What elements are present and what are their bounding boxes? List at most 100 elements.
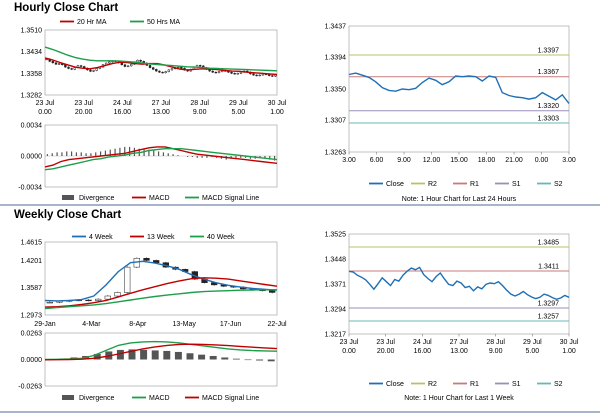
weekly-hourly-legend-s1-label: S1 — [512, 381, 521, 388]
weekly-divergence-bar — [209, 355, 217, 360]
weekly-40wk-line — [44, 289, 277, 310]
hourly-24h-x-tick: 6.00 — [370, 157, 384, 164]
weekly-hourly-x-tick: 23 Jul — [340, 339, 359, 346]
weekly-macd-y-tick: 0.0000 — [21, 357, 43, 364]
hourly-legend-20hr-label: 20 Hr MA — [77, 19, 107, 26]
hourly-price-candle — [51, 61, 55, 64]
hourly-price-candle — [258, 74, 261, 77]
hourly-price-x-tick: 16.00 — [114, 109, 132, 116]
hourly-price-x-tick: 30 Jul — [268, 100, 287, 107]
hourly-24h-level-label-r1: 1.3367 — [538, 69, 560, 76]
hourly-price-candle — [148, 65, 152, 68]
weekly-legend-divergence-label: Divergence — [79, 395, 115, 402]
hourly-price-candle — [64, 64, 67, 68]
weekly-divergence-bar — [151, 350, 159, 360]
weekly-divergence-bar — [232, 358, 240, 360]
hourly-macd-signal-line — [44, 147, 278, 171]
hourly-price-y-tick: 1.3358 — [21, 71, 43, 78]
hourly-price-candle — [255, 74, 258, 77]
weekly-hourly-level-label-s1: 1.3297 — [538, 301, 560, 308]
weekly-price-y-tick: 1.4201 — [21, 258, 43, 265]
weekly-price-candle — [114, 292, 121, 297]
weekly-4wk-line — [44, 260, 278, 302]
weekly-macd-line — [44, 340, 278, 361]
section-divider — [0, 204, 600, 206]
weekly-hourly-y-tick: 1.3448 — [325, 257, 347, 264]
weekly-macd-y-tick: 0.0263 — [21, 331, 43, 338]
weekly-price-x-tick: 8-Apr — [129, 321, 147, 328]
hourly-price-candle — [217, 71, 221, 74]
weekly-hourly-x-tick: 20.00 — [377, 348, 395, 355]
hourly-price-frame — [44, 29, 278, 96]
weekly-hourly-x-tick: 29 Jul — [523, 339, 542, 346]
weekly-divergence-bar — [186, 353, 194, 360]
hourly-24h-legend-s2-label: S2 — [554, 181, 563, 188]
weekly-hourly-legend-r2-label: R2 — [428, 381, 437, 388]
hourly-price-candle — [57, 63, 61, 65]
hourly-price-candle — [214, 71, 218, 74]
weekly-hourly-frame — [348, 233, 570, 335]
hourly-24h-x-tick: 9.00 — [397, 157, 411, 164]
hourly-24h-legend-r2-label: R2 — [428, 181, 437, 188]
hourly-price-candle — [158, 70, 161, 73]
weekly-hourly-x-tick: 28 Jul — [486, 339, 505, 346]
weekly-divergence-bar — [140, 349, 148, 360]
weekly-price-candle — [104, 295, 111, 300]
hourly-macd-y-tick: 0.0034 — [21, 123, 43, 130]
weekly-legend-macd-label: MACD — [149, 395, 170, 402]
hourly-price-x-tick: 27 Jul — [152, 100, 171, 107]
weekly-price-candle — [124, 266, 131, 293]
hourly-macd-line — [44, 146, 278, 168]
hourly-price-candle — [211, 70, 214, 73]
weekly-hourly-y-tick: 1.3525 — [325, 232, 347, 239]
weekly-macd-signal-line — [44, 343, 278, 361]
weekly-divergence-bar — [244, 359, 252, 361]
weekly-hourly-y-tick: 1.3294 — [325, 307, 347, 314]
weekly-divergence-bar — [116, 349, 124, 360]
hourly-24h-x-tick: 12.00 — [423, 157, 441, 164]
hourly-legend-macd-signal-label: MACD Signal Line — [202, 195, 259, 202]
weekly-divergence-bar — [174, 351, 182, 360]
weekly-hourly-y-tick: 1.3217 — [325, 332, 347, 339]
weekly-price-y-tick: 1.2973 — [21, 313, 43, 320]
hourly-24h-x-tick: 3.00 — [342, 157, 356, 164]
hourly-24h-legend-close-label: Close — [386, 181, 404, 188]
hourly-price-candle — [151, 67, 155, 70]
weekly-hourly-x-tick: 23 Jul — [376, 339, 395, 346]
weekly-divergence-bar — [198, 354, 206, 360]
hourly-price-candle — [139, 59, 142, 62]
weekly-divergence-bar — [267, 359, 275, 362]
weekly-hourly-x-tick: 30 Jul — [560, 339, 579, 346]
hourly-24h-x-tick: 15.00 — [450, 157, 468, 164]
hourly-price-candle — [70, 68, 73, 70]
hourly-24h-x-tick: 21.00 — [505, 157, 523, 164]
weekly-hourly-x-tick: 0.00 — [342, 348, 356, 355]
hourly-price-x-tick: 9.00 — [193, 109, 207, 116]
weekly-hourly-note: Note: 1 Hour Chart for Last 1 Week — [404, 395, 514, 402]
hourly-price-candle — [126, 65, 130, 67]
hourly-price-candle — [267, 74, 271, 76]
weekly-divergence-bar — [163, 350, 171, 360]
hourly-price-candle — [167, 69, 171, 72]
hourly-price-candle — [79, 65, 83, 67]
hourly-price-x-tick: 5.00 — [232, 109, 246, 116]
weekly-hourly-x-tick: 5.00 — [526, 348, 540, 355]
hourly-24h-level-label-r2: 1.3397 — [538, 47, 560, 54]
hourly-price-y-tick: 1.3434 — [21, 49, 43, 56]
hourly-price-x-tick: 0.00 — [38, 109, 52, 116]
hourly-price-x-tick: 23 Jul — [36, 100, 55, 107]
hourly-24h-note: Note: 1 Hour Chart for Last 24 Hours — [402, 196, 517, 203]
weekly-price-x-tick: 4-Mar — [82, 321, 101, 328]
hourly-price-candle — [274, 74, 277, 77]
hourly-24h-level-label-s1: 1.3320 — [538, 103, 560, 110]
weekly-divergence-bar — [128, 349, 136, 360]
hourly-24h-close-line — [348, 72, 570, 104]
weekly-price-y-tick: 1.3587 — [21, 285, 43, 292]
weekly-hourly-level-label-r2: 1.3485 — [538, 239, 560, 246]
hourly-24h-legend-s1-label: S1 — [512, 181, 521, 188]
bottom-divider — [0, 411, 600, 413]
hourly-price-candle — [155, 69, 158, 72]
hourly-legend-divergence-label: Divergence — [79, 195, 115, 202]
weekly-price-candle — [143, 257, 150, 261]
